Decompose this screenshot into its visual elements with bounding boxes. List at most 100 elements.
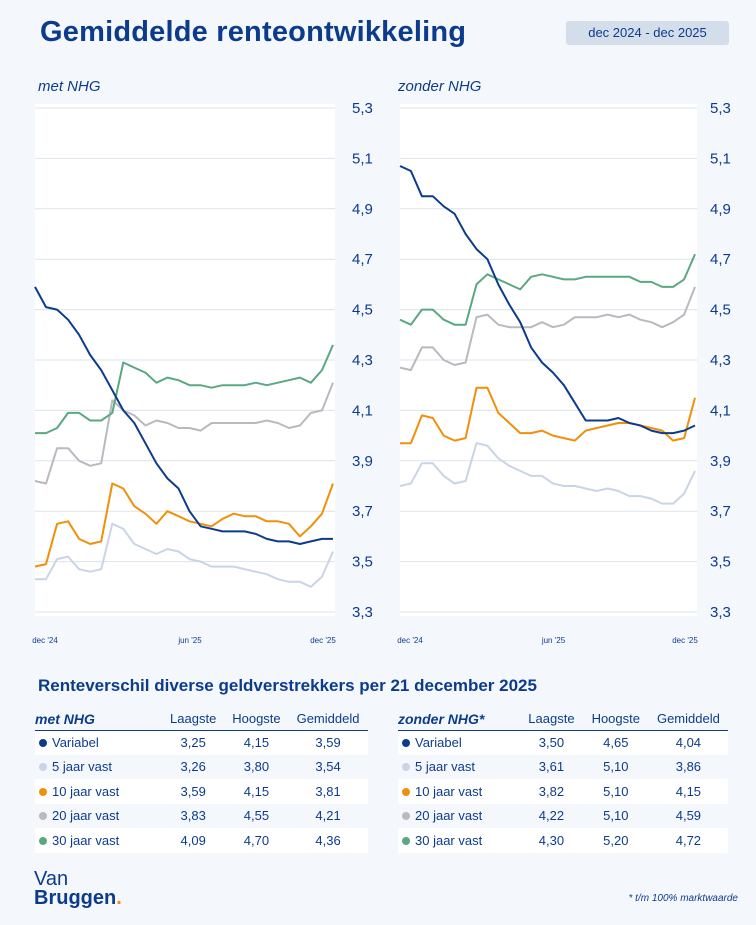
table-zonder-nhg: zonder NHG* Laagste Hoogste Gemiddeld Variab… [398,708,728,853]
row-label-cell: 10 jaar vast [35,779,162,804]
value-cell: 4,30 [520,828,583,853]
row-label-cell: 20 jaar vast [35,804,162,829]
y-tick-label: 4,9 [352,201,373,218]
value-cell: 3,80 [243,759,270,775]
value-cell: 3,59 [161,779,225,804]
row-label: 10 jaar vast [415,783,483,799]
y-tick-label: 3,3 [352,604,373,621]
y-tick-label: 5,3 [710,100,731,117]
legend-dot-icon [39,739,47,747]
table-row: 5 jaar vast 3,61 5,10 3,86 [398,755,728,780]
table-row: 20 jaar vast 3,83 4,55 4,21 [35,804,368,829]
section-title: Renteverschil diverse geldverstrekkers p… [38,676,537,695]
row-label-cell: 30 jaar vast [35,828,162,853]
logo-brand: Bruggen [34,887,117,909]
row-label: Variabel [52,735,99,750]
x-tick-label: dec '25 [310,636,336,645]
value-cell: 3,86 [675,759,702,775]
legend-dot-icon [402,836,410,845]
row-label: 30 jaar vast [52,832,120,848]
y-tick-label: 4,3 [710,352,731,369]
row-label: 30 jaar vast [415,832,483,848]
y-tick-label: 4,7 [710,251,731,268]
value-cell: 3,81 [288,779,368,804]
table-header: met NHG Laagste Hoogste Gemiddeld [35,708,368,731]
value-cell: 4,70 [224,828,289,853]
legend-dot-icon [39,836,47,845]
row-label-cell: 5 jaar vast [398,755,520,780]
van-bruggen-logo: Van Bruggen. [34,868,122,909]
page-title: Gemiddelde renteontwikkeling [40,16,467,48]
value-cell: 3,83 [180,808,206,824]
x-tick-label: jun '25 [541,636,566,645]
table-row: 10 jaar vast 3,82 5,10 4,15 [398,779,728,804]
logo-line1: Van [34,868,69,890]
series-line-5-jaar-vast [399,442,696,505]
table-title: met NHG [35,708,162,731]
value-cell: 4,21 [315,808,341,824]
legend-dot-icon [402,787,410,796]
logo-line2: Bruggen. [34,887,122,909]
row-label-cell: 20 jaar vast [398,804,520,829]
series-line-variabel [34,286,333,545]
legend-dot-icon [402,739,410,747]
series-line-10-jaar-vast [34,482,334,568]
row-label: 20 jaar vast [52,808,120,824]
logo-dot: . [116,887,122,909]
value-cell: 4,36 [288,828,368,853]
value-cell: 5,10 [603,759,629,775]
table-title: zonder NHG* [398,708,521,731]
series-line-5-jaar-vast [35,522,334,588]
value-cell: 4,15 [224,779,289,804]
y-tick-label: 4,5 [710,302,731,319]
y-tick-label: 4,1 [352,402,373,419]
x-tick-label: jun '25 [177,636,202,645]
y-tick-label: 5,3 [352,100,373,117]
table-row: 10 jaar vast 3,59 4,15 3,81 [35,779,368,804]
y-tick-label: 4,1 [710,402,731,419]
value-cell: 3,50 [520,730,583,755]
table-row: Variabel 3,25 4,15 3,59 [35,730,368,755]
value-cell: 3,26 [180,759,206,775]
table-row: 5 jaar vast 3,26 3,80 3,54 [35,755,368,780]
value-cell: 4,22 [538,808,565,824]
value-cell: 3,61 [538,759,565,775]
value-cell: 3,54 [315,759,341,775]
column-header: Gemiddeld [288,708,368,731]
column-header: Hoogste [582,708,649,731]
chart-title-zonder-nhg: zonder NHG [398,78,482,95]
charts: 5,3 5,1 4,9 4,7 4,5 4,3 4,1 3,9 3,7 3,5 3,3 dec '24… [32,100,731,645]
row-label: Variabel [415,735,462,750]
row-label-cell: 30 jaar vast [398,828,521,853]
y-tick-label: 3,7 [710,503,731,520]
table-row: 30 jaar vast 4,09 4,70 4,36 [35,828,368,853]
value-cell: 5,10 [582,779,649,804]
y-tick-label: 3,5 [352,554,373,571]
legend-dot-icon [39,812,47,821]
chart-title-met-nhg: met NHG [38,78,101,95]
y-tick-label: 4,9 [710,201,731,218]
value-cell: 4,09 [161,828,225,853]
y-tick-label: 5,1 [352,150,373,167]
column-header: Gemiddeld [648,708,728,731]
series-line-30-jaar-vast [399,253,696,326]
x-tick-label: dec '24 [32,636,58,645]
y-tick-label: 4,5 [352,302,373,319]
y-tick-label: 4,3 [352,352,373,369]
y-tick-label: 5,1 [710,150,731,167]
y-tick-label: 3,3 [710,604,731,621]
value-cell: 5,20 [582,828,649,853]
column-header: Hoogste [224,708,289,731]
table-row: 20 jaar vast 4,22 5,10 4,59 [398,804,728,829]
row-label-cell: Variabel [35,730,162,755]
value-cell: 3,59 [288,730,368,755]
legend-dot-icon [39,763,47,772]
series-line-20-jaar-vast [34,382,334,485]
y-tick-label: 3,7 [352,503,373,520]
legend-dot-icon [39,787,47,796]
value-cell: 5,10 [603,808,629,824]
row-label-cell: 5 jaar vast [35,755,162,780]
value-cell: 3,25 [161,730,225,755]
table-header: zonder NHG* Laagste Hoogste Gemiddeld [398,708,728,731]
series-line-variabel [399,165,696,435]
